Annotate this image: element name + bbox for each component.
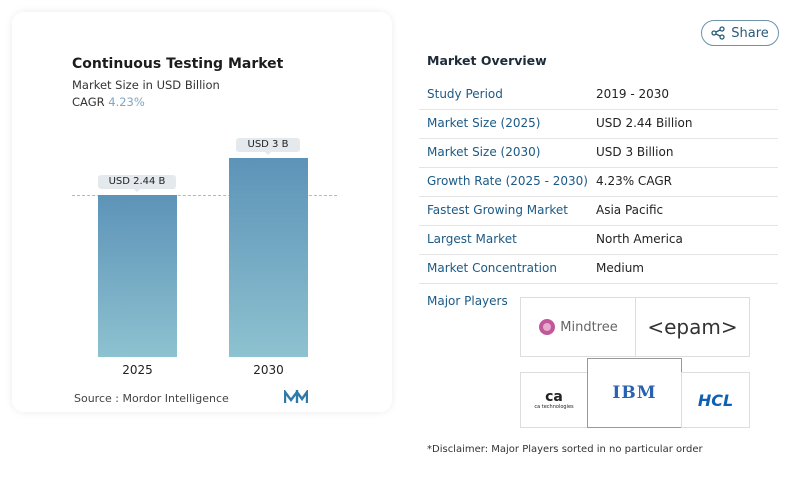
chart-card — [12, 12, 392, 412]
logo-ibm: IBM — [587, 358, 682, 428]
x-tick-label: 2025 — [122, 363, 153, 377]
cagr-label: CAGR — [72, 95, 105, 109]
row-value: USD 3 Billion — [596, 145, 674, 159]
bar-2025 — [98, 195, 177, 357]
overview-row: Market Size (2025) USD 2.44 Billion — [419, 109, 778, 139]
row-key: Study Period — [427, 87, 503, 101]
logo-mindtree: Mindtree — [520, 297, 636, 357]
row-value: Asia Pacific — [596, 203, 664, 217]
overview-row: Study Period 2019 - 2030 — [419, 80, 778, 110]
row-value: USD 2.44 Billion — [596, 116, 693, 130]
row-key: Market Concentration — [427, 261, 557, 275]
data-label: USD 2.44 B — [98, 175, 176, 193]
row-value: 2019 - 2030 — [596, 87, 670, 101]
overview-title: Market Overview — [427, 53, 547, 68]
row-key: Growth Rate (2025 - 2030) — [427, 174, 588, 188]
chart-subtitle: Market Size in USD Billion — [72, 78, 220, 92]
mindtree-globe-icon — [539, 319, 556, 335]
logo-epam: <epam> — [635, 297, 750, 357]
row-value: North America — [596, 232, 683, 246]
x-tick-label: 2030 — [253, 363, 284, 377]
reference-line — [72, 195, 337, 196]
logo-hcl: HCL — [681, 372, 750, 428]
chart-title: Continuous Testing Market — [72, 56, 284, 72]
row-value: Medium — [596, 261, 644, 275]
players-title: Major Players — [427, 294, 508, 308]
row-key: Market Size (2025) — [427, 116, 541, 130]
share-button[interactable]: Share — [701, 20, 779, 46]
cagr-value: 4.23% — [108, 95, 145, 109]
share-icon — [711, 26, 725, 40]
cagr: CAGR 4.23% — [72, 95, 145, 109]
mordor-logo-icon — [284, 390, 308, 403]
data-label: USD 3 B — [236, 138, 300, 155]
source: Source : Mordor Intelligence — [74, 392, 229, 405]
disclaimer: *Disclaimer: Major Players sorted in no … — [427, 444, 703, 455]
row-key: Fastest Growing Market — [427, 203, 569, 217]
overview-row: Fastest Growing Market Asia Pacific — [419, 196, 778, 226]
overview-row: Largest Market North America — [419, 225, 778, 255]
logo-ca: ca ca technologies — [520, 372, 588, 428]
row-key: Market Size (2030) — [427, 145, 541, 159]
overview-row: Growth Rate (2025 - 2030) 4.23% CAGR — [419, 167, 778, 197]
row-value: 4.23% CAGR — [596, 174, 672, 188]
share-label: Share — [731, 25, 769, 41]
overview-row: Market Size (2030) USD 3 Billion — [419, 138, 778, 168]
row-key: Largest Market — [427, 232, 517, 246]
bar-2030 — [229, 158, 308, 357]
overview-row: Market Concentration Medium — [419, 254, 778, 284]
